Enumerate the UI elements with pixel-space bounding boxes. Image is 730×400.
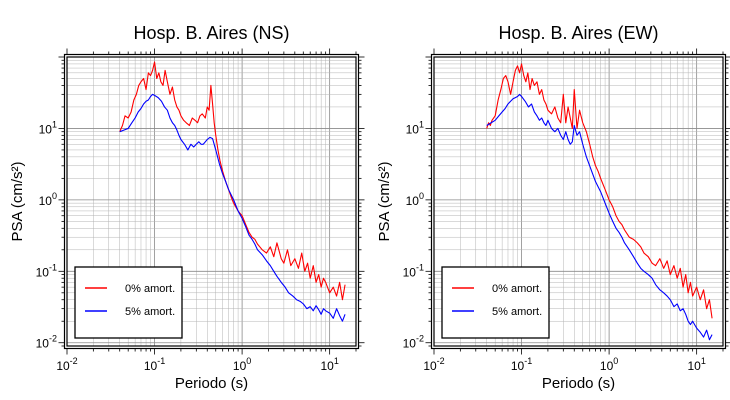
x-tick-label: 101 — [687, 356, 705, 373]
y-tick-label: 101 — [39, 119, 57, 136]
chart-title: Hosp. B. Aires (NS) — [133, 23, 289, 43]
y-tick-label: 101 — [406, 119, 424, 136]
chart-title: Hosp. B. Aires (EW) — [498, 23, 658, 43]
legend-box — [74, 266, 183, 339]
y-axis-label: PSA (cm/s²) — [376, 161, 393, 241]
legend-label: 0% amort. — [125, 283, 175, 295]
x-tick-label: 100 — [600, 356, 618, 373]
x-tick-label: 100 — [233, 356, 251, 373]
y-axis-label: PSA (cm/s²) — [9, 161, 26, 241]
series-line-damping-0 — [119, 61, 346, 301]
x-tick-label: 10-1 — [144, 356, 165, 373]
legend: 0% amort. 5% amort. — [74, 266, 183, 339]
y-tick-label: 10-2 — [36, 334, 57, 351]
x-axis-label: Periodo (s) — [542, 375, 615, 392]
legend-label: 5% amort. — [125, 306, 175, 318]
plot-frame-outer — [63, 53, 360, 350]
y-tick-label: 100 — [39, 191, 57, 208]
y-tick-label: 10-2 — [403, 334, 424, 351]
legend-label: 5% amort. — [492, 306, 542, 318]
plot-frame-outer — [430, 53, 727, 350]
grid — [66, 56, 357, 347]
ticks — [58, 48, 365, 355]
x-tick-label: 10-1 — [511, 356, 532, 373]
series-line-damping-5 — [486, 93, 713, 341]
series-line-damping-0 — [486, 63, 713, 319]
y-tick-label: 10-1 — [36, 262, 57, 279]
legend: 0% amort. 5% amort. — [441, 266, 550, 339]
x-axis-label: Periodo (s) — [175, 375, 248, 392]
ticks — [425, 48, 730, 355]
legend-box — [441, 266, 550, 339]
chart-ns: 10-2 10-1 100 101 10-2 10-1 100 101 Hosp. B. Air… — [9, 23, 365, 392]
x-tick-label: 10-2 — [423, 356, 444, 373]
legend-label: 0% amort. — [492, 283, 542, 295]
plot-frame — [66, 56, 357, 347]
chart-ew: 10-2 10-1 100 101 10-2 10-1 100 101 Hosp. B. Air… — [376, 23, 730, 392]
series-line-damping-5 — [119, 93, 346, 322]
y-tick-label: 10-1 — [403, 262, 424, 279]
x-tick-label: 10-2 — [56, 356, 77, 373]
y-tick-label: 100 — [406, 191, 424, 208]
x-tick-label: 101 — [320, 356, 338, 373]
plot-frame — [433, 56, 724, 347]
